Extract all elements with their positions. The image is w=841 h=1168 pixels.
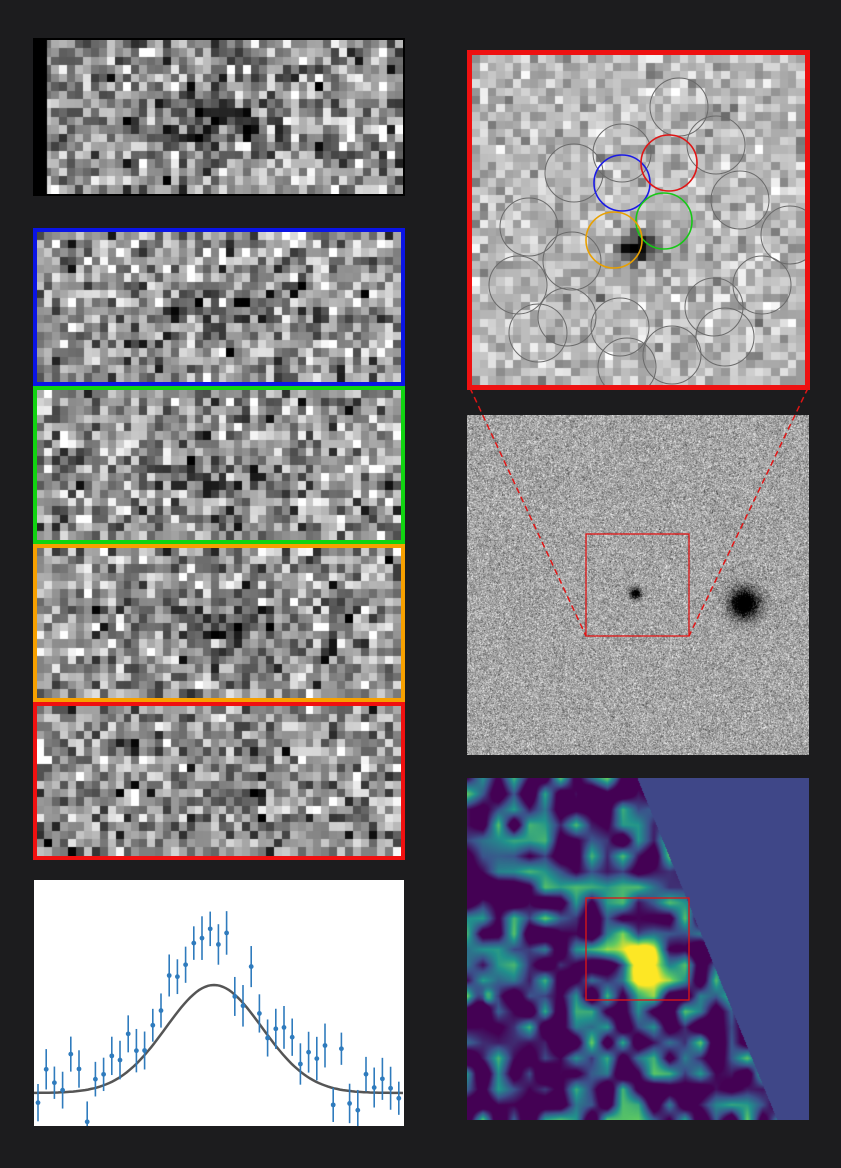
data-point (273, 1026, 279, 1032)
stacked-spectrum-panel (33, 38, 405, 196)
aperture-circle (686, 115, 746, 175)
aperture-circle (597, 337, 657, 385)
data-point (388, 1085, 393, 1091)
aperture-circle-orange (585, 211, 643, 269)
data-point (117, 1057, 123, 1063)
data-point (101, 1071, 106, 1077)
aperture-circle (710, 170, 770, 230)
data-point (363, 1071, 369, 1077)
data-point (289, 1034, 295, 1040)
aperture-circle (544, 143, 604, 203)
data-point (257, 1011, 262, 1016)
aperture-overlay (488, 77, 805, 385)
data-point (175, 974, 180, 980)
data-point (68, 1051, 74, 1057)
stacked-spectrum-image (35, 40, 403, 194)
aperture-circle (592, 123, 652, 183)
data-point (396, 1095, 402, 1101)
data-point (248, 964, 254, 969)
spectrum-image-green (37, 390, 401, 540)
field-image-panel (467, 415, 809, 755)
field-overlay (585, 533, 690, 637)
aperture-circle (732, 255, 792, 315)
intensity-map-image (467, 778, 809, 1120)
aperture-circle (760, 205, 805, 265)
intensity-map-panel (467, 778, 809, 1120)
data-point (322, 1043, 328, 1048)
aperture-circle (537, 287, 597, 347)
data-point (142, 1048, 147, 1053)
data-point (281, 1025, 287, 1030)
data-point (306, 1049, 311, 1055)
data-point (314, 1056, 320, 1061)
data-point (93, 1076, 98, 1082)
model-curve (34, 983, 404, 1095)
data-point (265, 1035, 270, 1041)
data-point (339, 1046, 344, 1052)
data-point (166, 973, 172, 978)
aperture-circle-green (635, 192, 693, 250)
data-point (298, 1061, 303, 1067)
aperture-circle (542, 231, 602, 291)
data-point (347, 1101, 352, 1106)
data-point (183, 962, 189, 968)
spectrum-image-orange (37, 548, 401, 698)
aperture-circle (488, 255, 548, 315)
cutout-image (472, 55, 805, 385)
data-point (371, 1085, 377, 1090)
map-overlay (585, 897, 690, 1001)
data-point (158, 1008, 164, 1013)
aperture-circle (649, 77, 709, 137)
data-point (330, 1102, 336, 1108)
line-profile-svg (34, 911, 404, 1126)
spectrum-panel-green (33, 386, 405, 544)
aperture-circle (695, 307, 755, 367)
data-point (355, 1107, 361, 1113)
data-point (84, 1119, 90, 1125)
data-point (191, 940, 197, 946)
map-zoom-box (585, 897, 690, 1001)
spectrum-image-red (37, 706, 401, 856)
data-point (199, 935, 205, 941)
spectrum-panel-blue (33, 228, 405, 386)
data-point (76, 1066, 82, 1072)
aperture-circle (499, 197, 559, 257)
aperture-cutout-panel (467, 50, 810, 390)
data-point (125, 1031, 131, 1037)
data-point (134, 1048, 139, 1054)
line-profile-plot (34, 880, 404, 1126)
data-point (43, 1066, 49, 1072)
zoom-region-box (585, 533, 690, 637)
data-point (224, 930, 230, 936)
data-point (52, 1080, 57, 1086)
data-point (35, 1100, 41, 1106)
aperture-circle-red (640, 134, 698, 192)
aperture-circle (642, 325, 702, 385)
aperture-circle (684, 277, 744, 337)
data-point (240, 1003, 246, 1009)
data-point (216, 942, 221, 947)
data-point (150, 1022, 156, 1028)
data-point (109, 1053, 115, 1059)
aperture-circle (590, 297, 650, 357)
spectrum-panel-red (33, 702, 405, 860)
data-point (207, 926, 213, 932)
spectrum-image-blue (37, 232, 401, 382)
aperture-circle (508, 303, 568, 363)
data-point (380, 1076, 385, 1082)
spectrum-panel-orange (33, 544, 405, 702)
data-point (60, 1087, 65, 1093)
data-point (232, 994, 238, 999)
